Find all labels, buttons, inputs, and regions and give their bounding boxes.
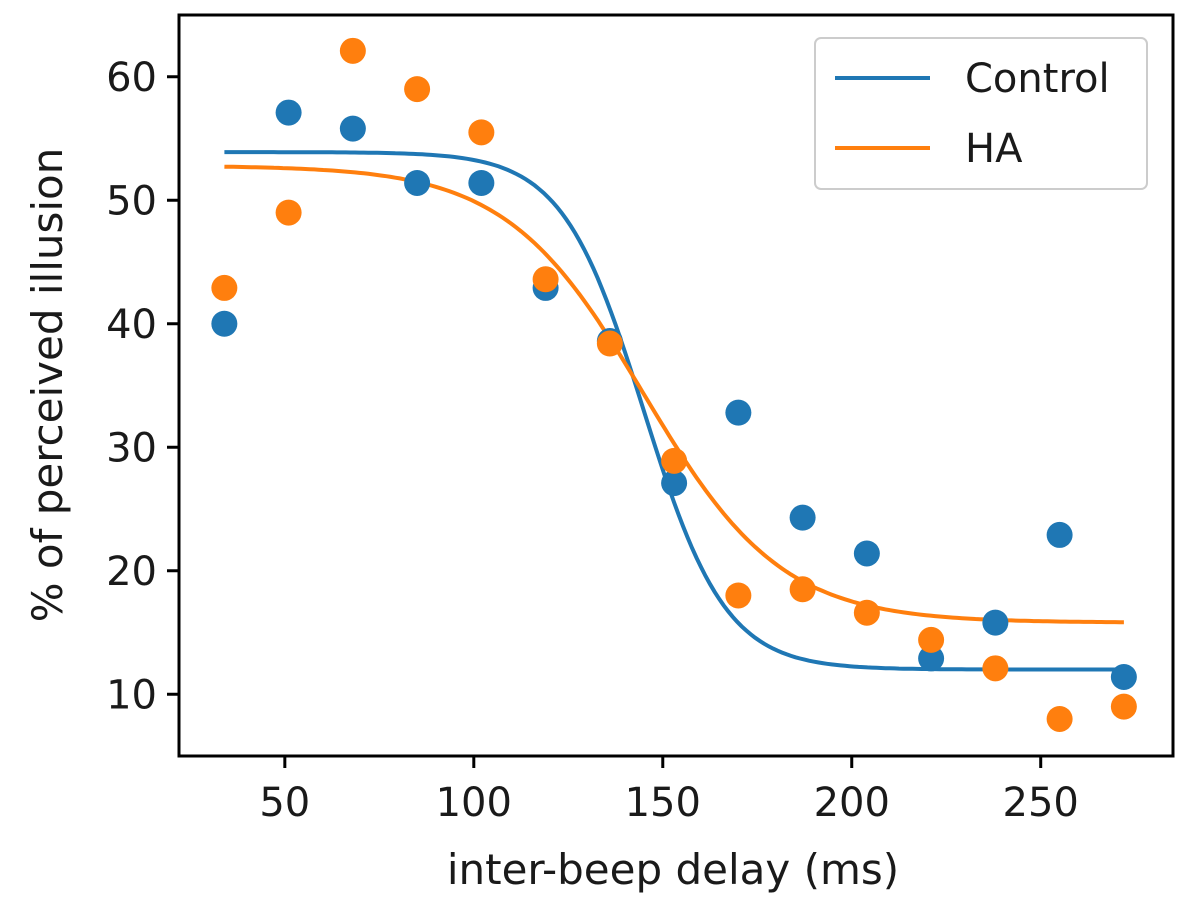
data-point-control [982, 609, 1009, 636]
data-point-control [339, 115, 366, 142]
legend: Control HA [814, 37, 1148, 190]
data-point-control [789, 504, 816, 531]
data-point-control [661, 470, 688, 497]
y-axis-label: % of perceived illusion [23, 148, 72, 623]
y-tick-label: 10 [106, 672, 157, 718]
plot-frame [177, 13, 1175, 758]
data-point-control [918, 645, 945, 672]
y-tick-label: 60 [106, 55, 157, 101]
data-point-control [1110, 663, 1137, 690]
legend-label-ha: HA [965, 126, 1023, 172]
data-point-ha [1110, 693, 1137, 720]
x-tick-label: 50 [259, 780, 310, 826]
data-point-control [211, 310, 238, 337]
data-point-ha [404, 76, 431, 103]
data-point-control [725, 399, 752, 426]
data-point-ha [532, 266, 559, 293]
x-tick-label: 100 [436, 780, 512, 826]
legend-box [814, 37, 1148, 190]
y-tick-label: 40 [106, 302, 157, 348]
y-tick-label: 30 [106, 425, 157, 471]
data-point-ha [725, 582, 752, 609]
x-axis-ticks: 50 100 150 200 250 [259, 756, 1079, 826]
data-point-ha [982, 655, 1009, 682]
data-point-control [275, 99, 302, 126]
x-axis-label: inter-beep delay (ms) [447, 845, 899, 894]
y-tick-label: 20 [106, 549, 157, 595]
legend-label-control: Control [965, 56, 1110, 102]
fit-lines [224, 150, 1124, 672]
data-point-ha [468, 119, 495, 146]
fit-line-control [224, 150, 1124, 672]
data-point-ha [853, 599, 880, 626]
y-tick-label: 50 [106, 178, 157, 224]
data-point-ha [1046, 705, 1073, 732]
data-point-control [468, 169, 495, 196]
data-point-ha [211, 274, 238, 301]
x-tick-label: 250 [1003, 780, 1079, 826]
data-point-ha [275, 199, 302, 226]
x-tick-label: 200 [814, 780, 890, 826]
data-points [211, 37, 1137, 732]
fit-line-ha [224, 164, 1124, 625]
data-point-ha [918, 626, 945, 653]
data-point-control [1046, 521, 1073, 548]
data-point-ha [596, 330, 623, 357]
data-point-ha [789, 576, 816, 603]
x-tick-label: 150 [625, 780, 701, 826]
data-point-control [853, 540, 880, 567]
data-point-control [404, 169, 431, 196]
data-point-ha [661, 447, 688, 474]
data-point-ha [339, 37, 366, 64]
y-axis-ticks: 10 20 30 40 50 60 [106, 55, 179, 718]
